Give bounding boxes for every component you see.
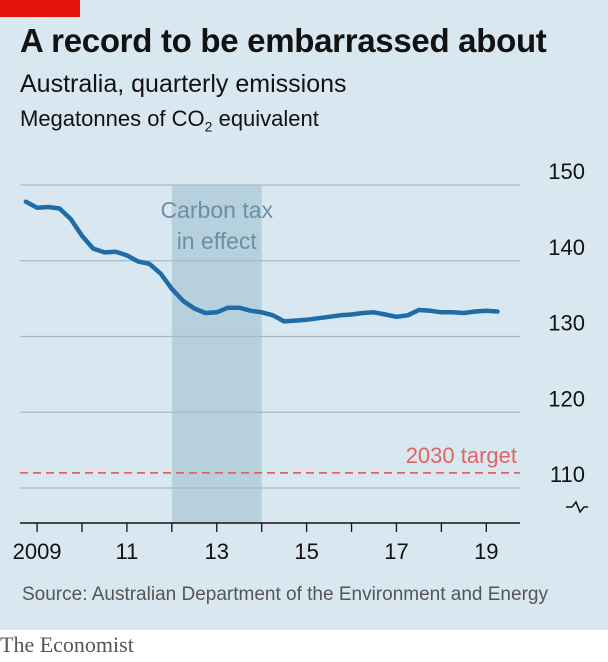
brand-red-tag xyxy=(0,0,80,17)
unit-prefix: Megatonnes of CO xyxy=(20,106,205,131)
unit-label: Megatonnes of CO2 equivalent xyxy=(20,106,319,134)
carbon-tax-label-line-1: Carbon tax xyxy=(161,197,274,223)
emissions-line xyxy=(23,199,500,324)
chart-title: A record to be embarrassed about xyxy=(20,22,547,59)
chart-subtitle: Australia, quarterly emissions xyxy=(20,70,347,98)
y-tick-label-130: 130 xyxy=(548,311,585,336)
line-chart: 150 140 130 120 110 Carbon tax in effect 2030 t… xyxy=(13,159,588,564)
x-tick-label-2013: 13 xyxy=(205,539,229,564)
x-tick-label-2019: 19 xyxy=(474,539,498,564)
axis-break-icon xyxy=(566,500,588,514)
chart-panel xyxy=(0,0,608,630)
carbon-tax-label-line-2: in effect xyxy=(177,228,258,254)
y-tick-label-110: 110 xyxy=(550,462,585,487)
brand-logo: The Economist xyxy=(0,632,134,657)
x-tick-label-2017: 17 xyxy=(384,539,408,564)
source-note: Source: Australian Department of the Env… xyxy=(22,584,548,605)
carbon-tax-band xyxy=(171,185,262,523)
y-tick-label-140: 140 xyxy=(548,235,585,260)
unit-suffix: equivalent xyxy=(212,106,319,131)
unit-subscript: 2 xyxy=(204,118,213,135)
x-tick-label-2009: 2009 xyxy=(13,539,62,564)
y-tick-label-150: 150 xyxy=(548,159,585,184)
x-tick-label-2011: 11 xyxy=(115,539,138,564)
target-label: 2030 target xyxy=(406,443,517,468)
y-tick-label-120: 120 xyxy=(548,386,585,411)
x-tick-label-2015: 15 xyxy=(294,539,318,564)
